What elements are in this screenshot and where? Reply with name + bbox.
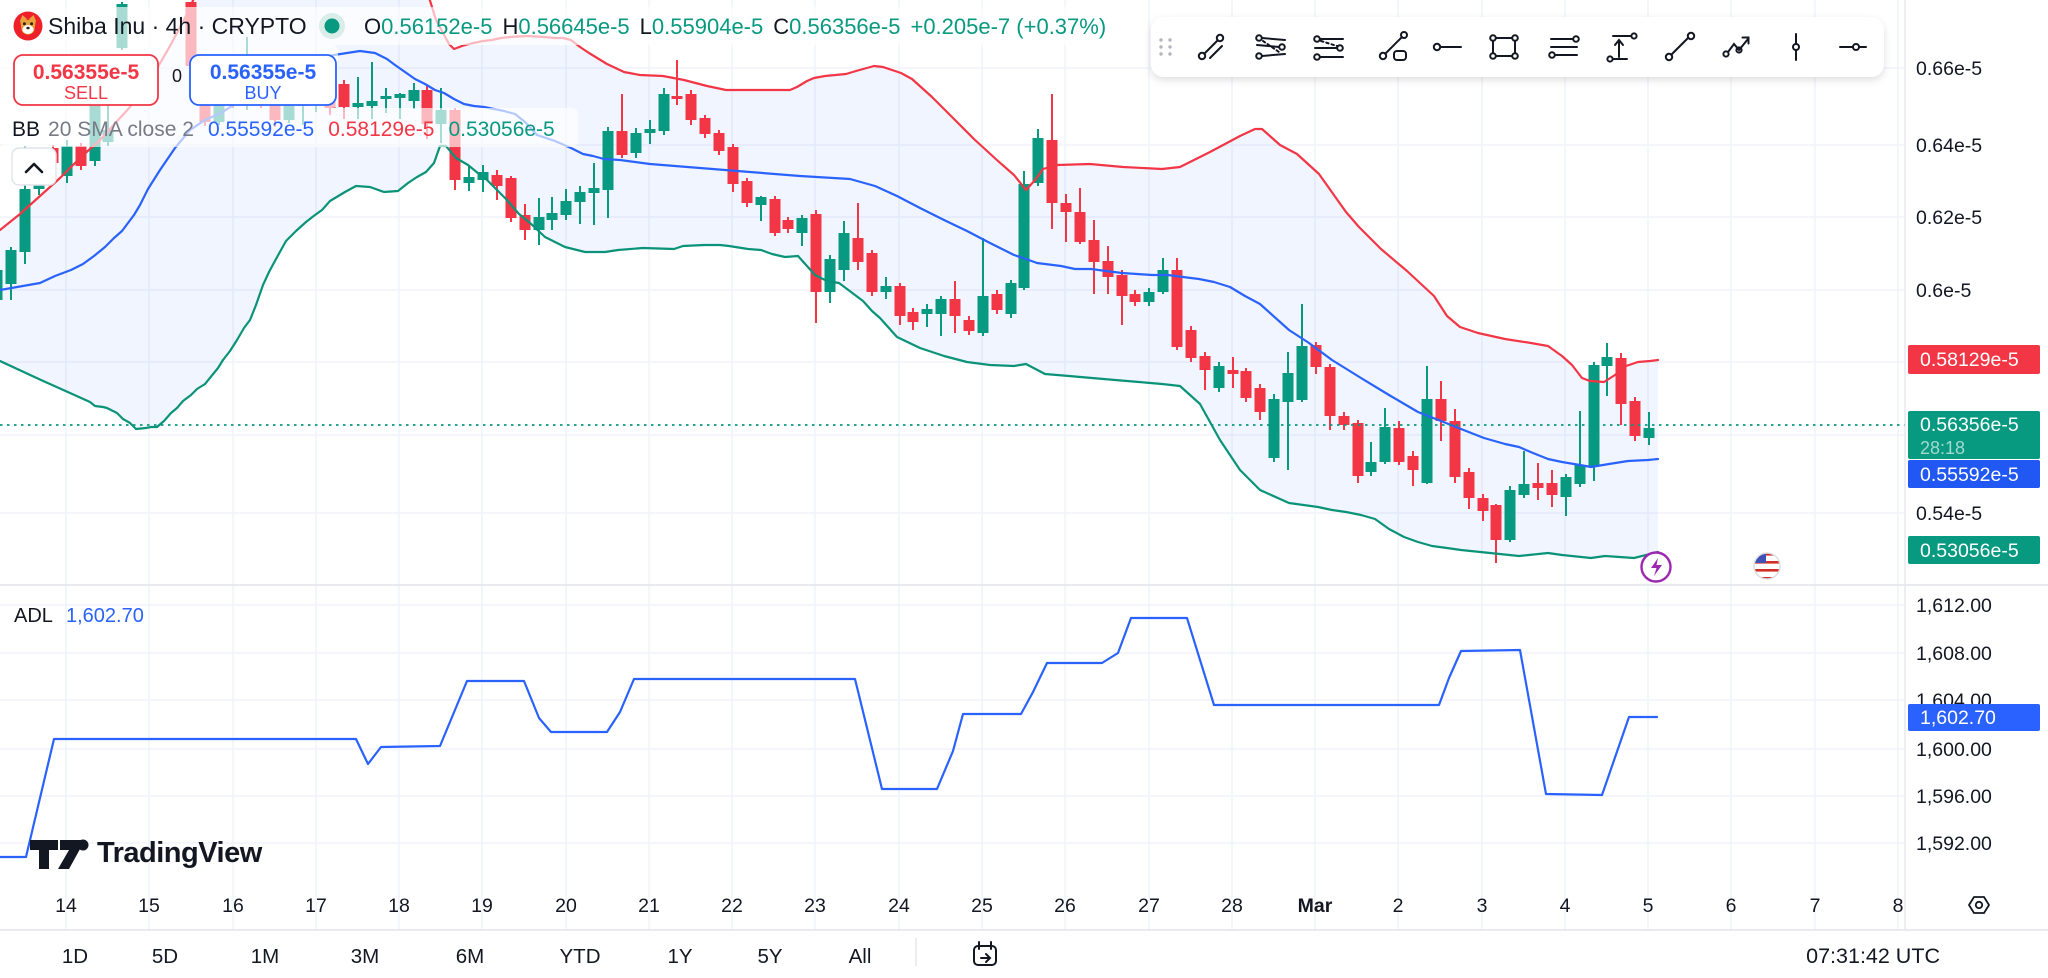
svg-text:16: 16 (222, 895, 244, 917)
svg-text:6: 6 (1726, 895, 1737, 917)
svg-text:20: 20 (555, 895, 577, 917)
svg-text:0.66e-5: 0.66e-5 (1916, 58, 1982, 80)
svg-text:0.54e-5: 0.54e-5 (1916, 503, 1982, 525)
svg-text:Shiba Inu · 4h · CRYPTO: Shiba Inu · 4h · CRYPTO (48, 13, 307, 39)
svg-text:1,602.70: 1,602.70 (1920, 707, 1996, 729)
svg-text:1,602.70: 1,602.70 (66, 605, 144, 627)
svg-text:25: 25 (971, 895, 993, 917)
svg-text:7: 7 (1810, 895, 1821, 917)
svg-text:SELL: SELL (64, 83, 108, 103)
svg-text:0.56355e-5: 0.56355e-5 (210, 61, 317, 84)
svg-text:14: 14 (55, 895, 77, 917)
svg-text:1,596.00: 1,596.00 (1916, 786, 1992, 808)
svg-text:YTD: YTD (560, 945, 601, 968)
svg-text:1Y: 1Y (667, 945, 692, 968)
svg-text:0.56356e-5: 0.56356e-5 (1920, 414, 2019, 436)
svg-text:3: 3 (1477, 895, 1488, 917)
svg-text:0.58129e-5: 0.58129e-5 (1920, 349, 2019, 371)
svg-text:TradingView: TradingView (97, 837, 263, 869)
svg-text:1,608.00: 1,608.00 (1916, 643, 1992, 665)
svg-text:8: 8 (1893, 895, 1904, 917)
svg-text:6M: 6M (456, 945, 484, 968)
svg-text:1,600.00: 1,600.00 (1916, 739, 1992, 761)
svg-text:28:18: 28:18 (1920, 438, 1965, 458)
svg-text:17: 17 (305, 895, 327, 917)
svg-text:1,612.00: 1,612.00 (1916, 595, 1992, 617)
svg-text:19: 19 (471, 895, 493, 917)
svg-text:Mar: Mar (1298, 895, 1333, 917)
svg-text:21: 21 (638, 895, 660, 917)
svg-text:0.55592e-5: 0.55592e-5 (1920, 464, 2019, 486)
svg-text:ADL: ADL (14, 605, 53, 627)
svg-text:22: 22 (721, 895, 743, 917)
svg-text:0.64e-5: 0.64e-5 (1916, 135, 1982, 157)
svg-text:1,592.00: 1,592.00 (1916, 833, 1992, 855)
svg-text:0: 0 (172, 66, 182, 86)
svg-text:5: 5 (1643, 895, 1654, 917)
svg-text:0.53056e-5: 0.53056e-5 (1920, 540, 2019, 562)
svg-text:5Y: 5Y (757, 945, 782, 968)
svg-text:07:31:42 UTC: 07:31:42 UTC (1806, 944, 1940, 968)
svg-text:26: 26 (1054, 895, 1076, 917)
svg-text:4: 4 (1560, 895, 1571, 917)
svg-text:0.56355e-5: 0.56355e-5 (33, 61, 140, 84)
svg-text:O0.56152e-5H0.56645e-5L0.55904: O0.56152e-5 H0.56645e-5 L0.55904e-5 C0.5635… (364, 14, 1106, 39)
svg-text:1D: 1D (62, 945, 88, 968)
svg-text:3M: 3M (351, 945, 379, 968)
svg-text:28: 28 (1221, 895, 1243, 917)
svg-text:2: 2 (1393, 895, 1404, 917)
svg-text:15: 15 (138, 895, 160, 917)
svg-text:0.62e-5: 0.62e-5 (1916, 207, 1982, 229)
svg-text:27: 27 (1138, 895, 1160, 917)
svg-text:24: 24 (888, 895, 910, 917)
svg-text:5D: 5D (152, 945, 178, 968)
svg-text:0.6e-5: 0.6e-5 (1916, 280, 1971, 302)
svg-text:All: All (849, 945, 872, 968)
svg-text:18: 18 (388, 895, 410, 917)
svg-text:1M: 1M (251, 945, 279, 968)
svg-text:23: 23 (804, 895, 826, 917)
svg-text:BUY: BUY (244, 83, 281, 103)
